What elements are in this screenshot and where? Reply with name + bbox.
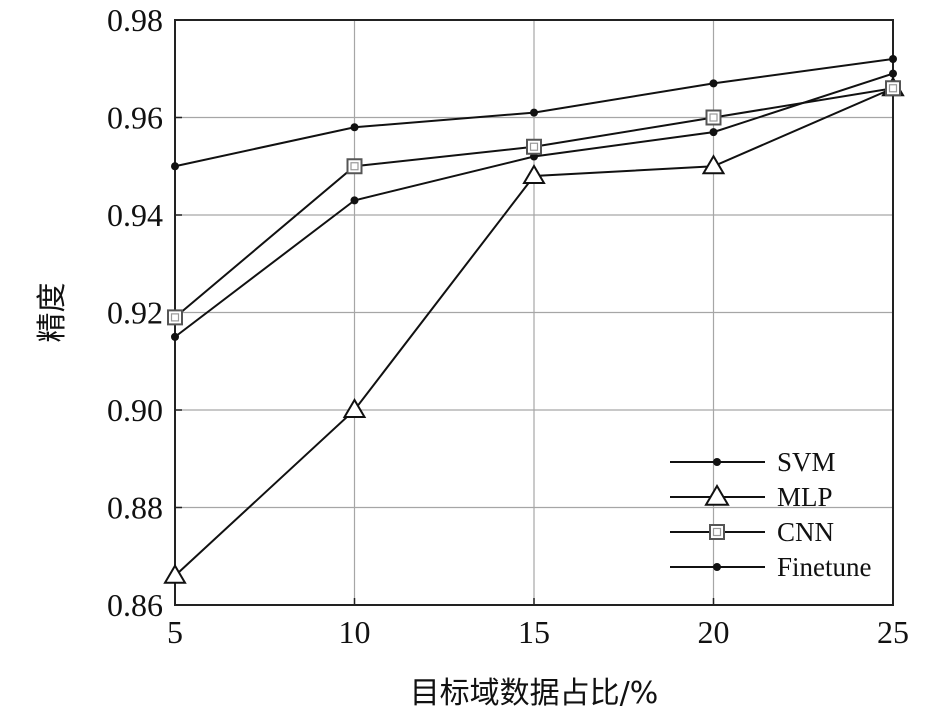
legend-item: Finetune [670, 552, 872, 582]
x-tick-label: 15 [518, 614, 550, 650]
y-tick-label: 0.96 [107, 100, 163, 136]
y-tick-label: 0.92 [107, 295, 163, 331]
y-axis-ticks: 0.98 0.96 0.94 0.92 0.90 0.88 0.86 [107, 2, 182, 623]
square-point [705, 109, 722, 126]
dot-point [709, 128, 718, 137]
triangle-point [522, 164, 546, 184]
triangle-point [342, 398, 367, 418]
dot-point [171, 162, 179, 171]
y-tick-label: 0.88 [107, 490, 163, 526]
series-finetune [171, 55, 897, 171]
square-point-inner [350, 162, 359, 171]
dot-point [171, 332, 179, 341]
legend-label: SVM [777, 447, 836, 477]
series-cnn [167, 80, 901, 326]
x-axis-ticks: 5 10 15 20 25 [167, 598, 909, 650]
y-axis-label: 精度 [35, 283, 70, 343]
dot-point [350, 196, 359, 205]
square-point-inner [170, 313, 180, 322]
square-point-inner [529, 142, 539, 151]
y-tick-label: 0.94 [107, 197, 163, 233]
triangle-point [701, 154, 726, 175]
legend: SVM MLP CNN Finetune [670, 447, 872, 582]
y-tick-label: 0.98 [107, 2, 163, 38]
legend-label: Finetune [777, 552, 872, 582]
legend-item: MLP [670, 482, 833, 512]
square-point [885, 80, 901, 97]
dot-point [713, 563, 721, 571]
square-point [167, 309, 183, 326]
dot-point [709, 79, 718, 88]
square-point [709, 524, 725, 540]
triangle-point [704, 484, 730, 506]
triangle-point [163, 563, 187, 584]
y-tick-label: 0.90 [107, 392, 163, 428]
dot-point [350, 123, 359, 132]
legend-label: MLP [777, 482, 833, 512]
x-tick-label: 5 [167, 614, 183, 650]
square-point-inner [709, 113, 718, 122]
legend-item: SVM [670, 447, 836, 477]
x-tick-label: 20 [698, 614, 730, 650]
square-point-inner [888, 84, 898, 93]
square-point [526, 138, 542, 155]
dot-point [530, 108, 538, 117]
series-layer [163, 55, 905, 584]
x-axis-label: 目标域数据占比/% [410, 676, 659, 711]
dot-point [713, 458, 721, 466]
dot-point [889, 55, 897, 63]
y-tick-label: 0.86 [107, 587, 163, 623]
legend-label: CNN [777, 517, 834, 547]
square-point [346, 158, 363, 175]
x-tick-label: 10 [339, 614, 371, 650]
x-tick-label: 25 [877, 614, 909, 650]
square-point-inner [712, 527, 722, 537]
legend-item: CNN [670, 517, 834, 547]
dot-point [889, 69, 897, 78]
